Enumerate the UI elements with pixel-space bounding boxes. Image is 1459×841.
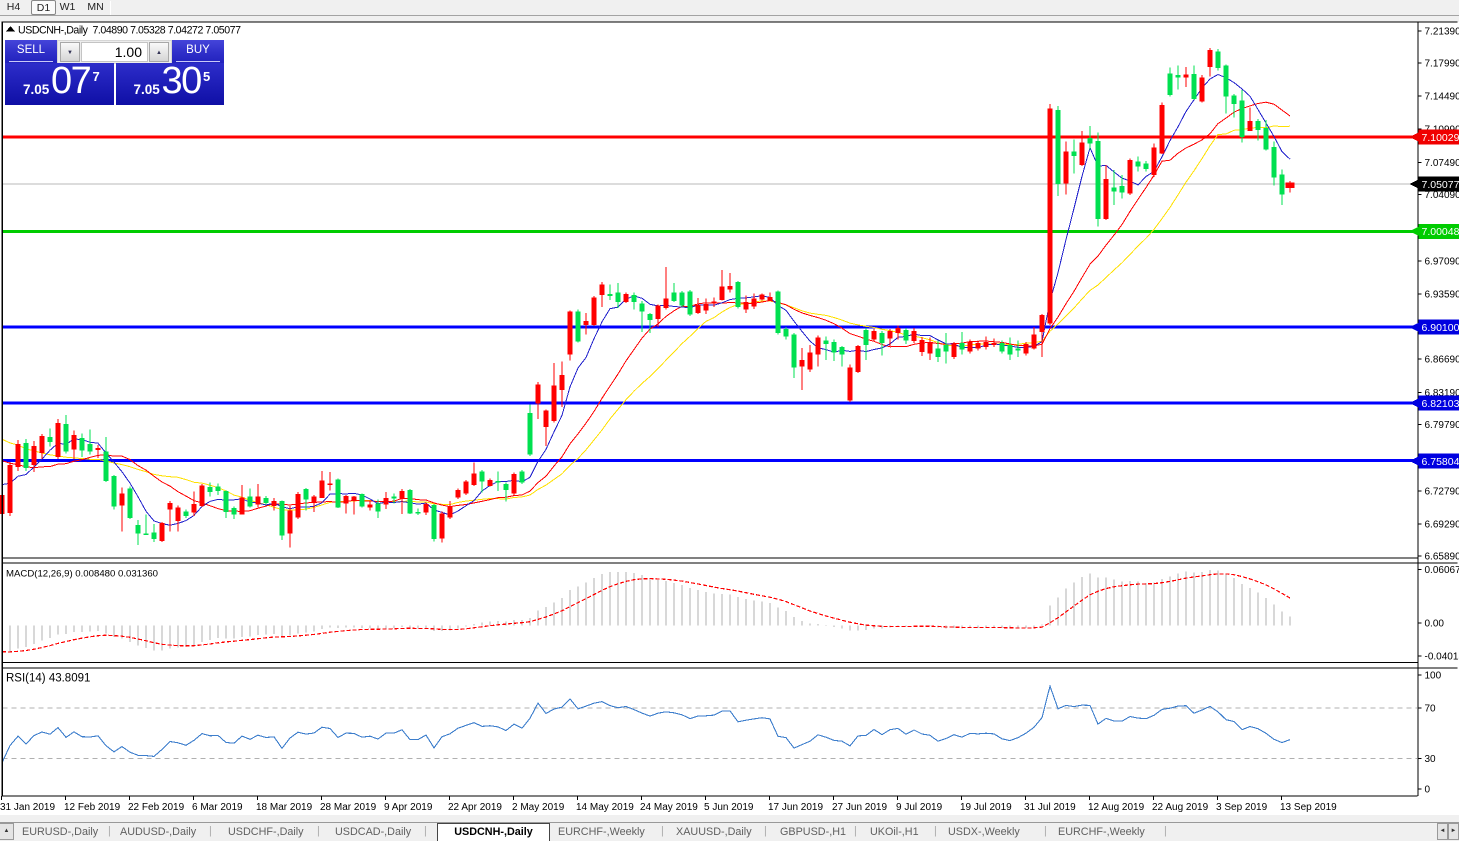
svg-text:MACD(12,26,9) 0.008480 0.03136: MACD(12,26,9) 0.008480 0.031360 — [6, 569, 158, 580]
svg-text:31 Jul 2019: 31 Jul 2019 — [1024, 802, 1076, 813]
svg-text:28 Mar 2019: 28 Mar 2019 — [320, 802, 377, 813]
svg-text:13 Sep 2019: 13 Sep 2019 — [1280, 802, 1337, 813]
svg-text:3 Sep 2019: 3 Sep 2019 — [1216, 802, 1268, 813]
svg-text:9 Jul 2019: 9 Jul 2019 — [896, 802, 943, 813]
svg-text:31 Jan 2019: 31 Jan 2019 — [0, 802, 55, 813]
svg-text:19 Jul 2019: 19 Jul 2019 — [960, 802, 1012, 813]
svg-text:6.90100: 6.90100 — [1422, 322, 1459, 334]
svg-text:7.10029: 7.10029 — [1422, 132, 1459, 144]
svg-text:12 Aug 2019: 12 Aug 2019 — [1088, 802, 1145, 813]
svg-text:27 Jun 2019: 27 Jun 2019 — [832, 802, 887, 813]
svg-text:7.05077: 7.05077 — [1422, 179, 1459, 191]
svg-text:USDCNH-,Daily 7.04890 7.05328: USDCNH-,Daily 7.04890 7.05328 7.04272 7.… — [18, 25, 241, 37]
svg-text:0.060674: 0.060674 — [1425, 565, 1459, 576]
svg-text:7.14490: 7.14490 — [1425, 92, 1459, 103]
svg-text:6 Mar 2019: 6 Mar 2019 — [192, 802, 243, 813]
svg-text:6.86690: 6.86690 — [1425, 355, 1459, 366]
svg-text:100: 100 — [1425, 671, 1442, 682]
svg-text:14 May 2019: 14 May 2019 — [576, 802, 634, 813]
svg-text:24 May 2019: 24 May 2019 — [640, 802, 698, 813]
svg-text:0.00: 0.00 — [1425, 619, 1445, 630]
svg-text:22 Feb 2019: 22 Feb 2019 — [128, 802, 185, 813]
svg-text:7.04090: 7.04090 — [1425, 190, 1459, 201]
svg-text:12 Feb 2019: 12 Feb 2019 — [64, 802, 121, 813]
svg-text:6.82103: 6.82103 — [1422, 398, 1459, 410]
svg-text:5 Jun 2019: 5 Jun 2019 — [704, 802, 754, 813]
svg-text:0: 0 — [1425, 785, 1431, 796]
svg-text:9 Apr 2019: 9 Apr 2019 — [384, 802, 433, 813]
svg-text:7.21390: 7.21390 — [1425, 26, 1459, 37]
svg-text:RSI(14) 43.8091: RSI(14) 43.8091 — [6, 673, 90, 685]
svg-text:6.97090: 6.97090 — [1425, 256, 1459, 267]
svg-text:7.17990: 7.17990 — [1425, 59, 1459, 70]
svg-text:6.72790: 6.72790 — [1425, 486, 1459, 497]
svg-text:6.75804: 6.75804 — [1422, 456, 1459, 468]
svg-text:22 Aug 2019: 22 Aug 2019 — [1152, 802, 1209, 813]
svg-text:30: 30 — [1425, 754, 1437, 765]
svg-text:7.00048: 7.00048 — [1422, 226, 1459, 238]
svg-text:6.69290: 6.69290 — [1425, 519, 1459, 530]
svg-text:6.93590: 6.93590 — [1425, 289, 1459, 300]
svg-text:70: 70 — [1425, 703, 1437, 714]
svg-text:17 Jun 2019: 17 Jun 2019 — [768, 802, 823, 813]
svg-text:6.65890: 6.65890 — [1425, 552, 1459, 563]
svg-text:6.79790: 6.79790 — [1425, 420, 1459, 431]
svg-text:22 Apr 2019: 22 Apr 2019 — [448, 802, 502, 813]
svg-text:-0.040152: -0.040152 — [1425, 652, 1459, 663]
svg-text:18 Mar 2019: 18 Mar 2019 — [256, 802, 313, 813]
svg-text:2 May 2019: 2 May 2019 — [512, 802, 565, 813]
svg-text:7.07490: 7.07490 — [1425, 158, 1459, 169]
